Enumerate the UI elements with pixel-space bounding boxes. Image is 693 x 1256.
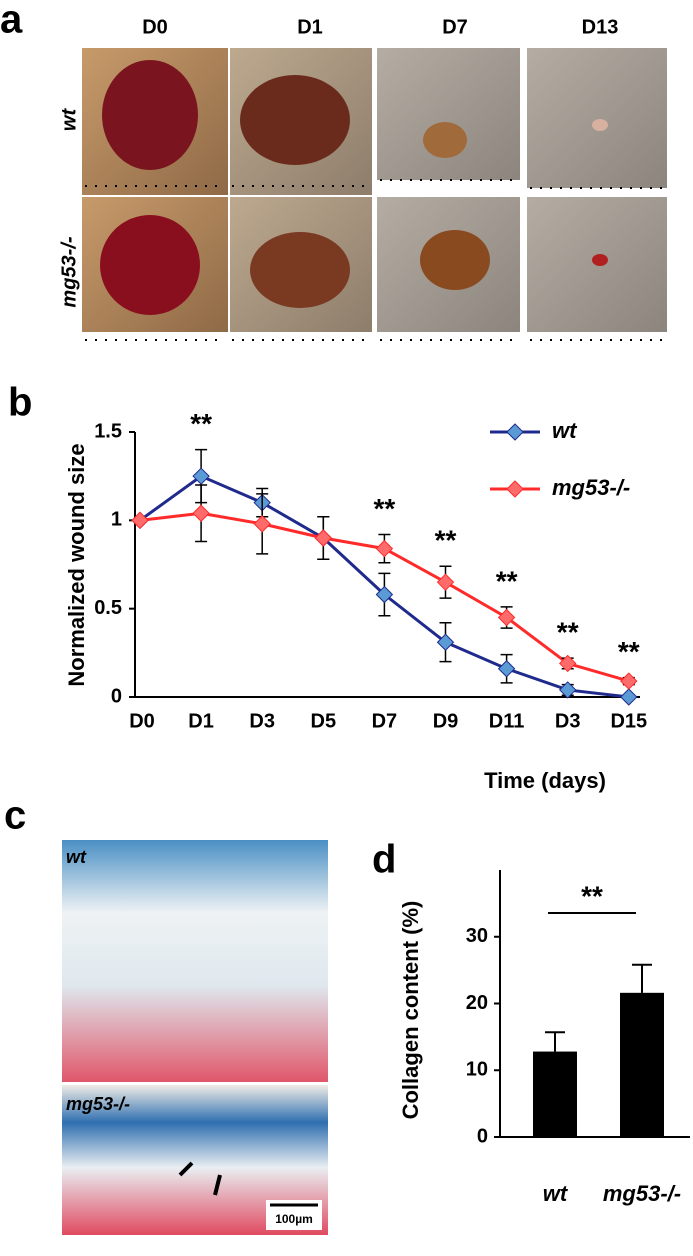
significance-label: ** (190, 408, 212, 439)
marker (314, 529, 333, 547)
panel-c-images (62, 840, 328, 1235)
marker (558, 681, 577, 699)
marker (497, 608, 516, 627)
error-bar (545, 1031, 565, 1052)
legend-label: wt (552, 418, 578, 443)
panel-letter: c (4, 794, 26, 838)
y-tick-label: 10 (466, 1059, 488, 1081)
legend-label: mg53-/- (552, 475, 630, 500)
marker (192, 467, 210, 485)
legend-marker (506, 423, 524, 441)
bar (533, 1051, 577, 1137)
significance-label: ** (618, 636, 640, 667)
y-tick-label: 30 (466, 925, 488, 947)
marker (375, 585, 394, 604)
error-bar (632, 963, 652, 993)
x-tick-label: D15 (610, 710, 647, 732)
y-tick-label: 1.5 (94, 420, 122, 442)
y-tick-label: 0 (111, 685, 122, 707)
x-tick-label: D3 (555, 710, 581, 732)
y-axis-label: Collagen content (%) (398, 901, 423, 1120)
marker (131, 511, 149, 530)
bar (620, 992, 664, 1137)
image-label: wt (66, 847, 87, 867)
significance-label: ** (557, 617, 579, 648)
marker (253, 515, 271, 533)
row-label: mg53-/- (58, 236, 80, 307)
marker (436, 633, 455, 651)
x-tick-label: wt (543, 1181, 569, 1206)
image-label: mg53-/- (66, 1094, 130, 1114)
marker (620, 688, 638, 706)
x-tick-label: D5 (311, 710, 337, 732)
panel-letter: b (8, 381, 32, 425)
scale-bar-label: 100µm (275, 1212, 313, 1226)
y-tick-label: 0 (477, 1125, 488, 1147)
column-label: D13 (582, 16, 619, 38)
x-tick-label: D0 (129, 710, 155, 732)
significance-label: ** (374, 493, 396, 524)
column-label: D0 (142, 16, 168, 38)
y-axis-label: Normalized wound size (64, 443, 89, 686)
significance-label: ** (496, 565, 518, 596)
marker (436, 573, 455, 591)
marker (375, 539, 394, 558)
panel-a-photos (82, 48, 667, 341)
column-label: D1 (297, 16, 323, 38)
y-tick-label: 0.5 (94, 597, 122, 619)
panel-letter: a (0, 0, 23, 42)
y-tick-label: 20 (466, 992, 488, 1014)
marker (192, 504, 210, 522)
significance-label: ** (435, 525, 457, 556)
x-axis-label: Time (days) (484, 768, 606, 793)
x-tick-label: D3 (249, 710, 275, 732)
column-label: D7 (442, 16, 468, 38)
marker (620, 672, 638, 690)
legend-marker (506, 480, 524, 498)
x-tick-label: D1 (188, 710, 214, 732)
panel-letter: d (372, 838, 396, 882)
marker (497, 660, 516, 678)
row-label: wt (58, 108, 80, 132)
marker (558, 654, 577, 673)
x-tick-label: D11 (489, 710, 525, 732)
y-tick-label: 1 (111, 509, 122, 531)
x-tick-label: D7 (372, 710, 398, 732)
significance-label: ** (581, 880, 603, 911)
x-tick-label: mg53-/- (603, 1181, 681, 1206)
x-tick-label: D9 (433, 710, 459, 732)
